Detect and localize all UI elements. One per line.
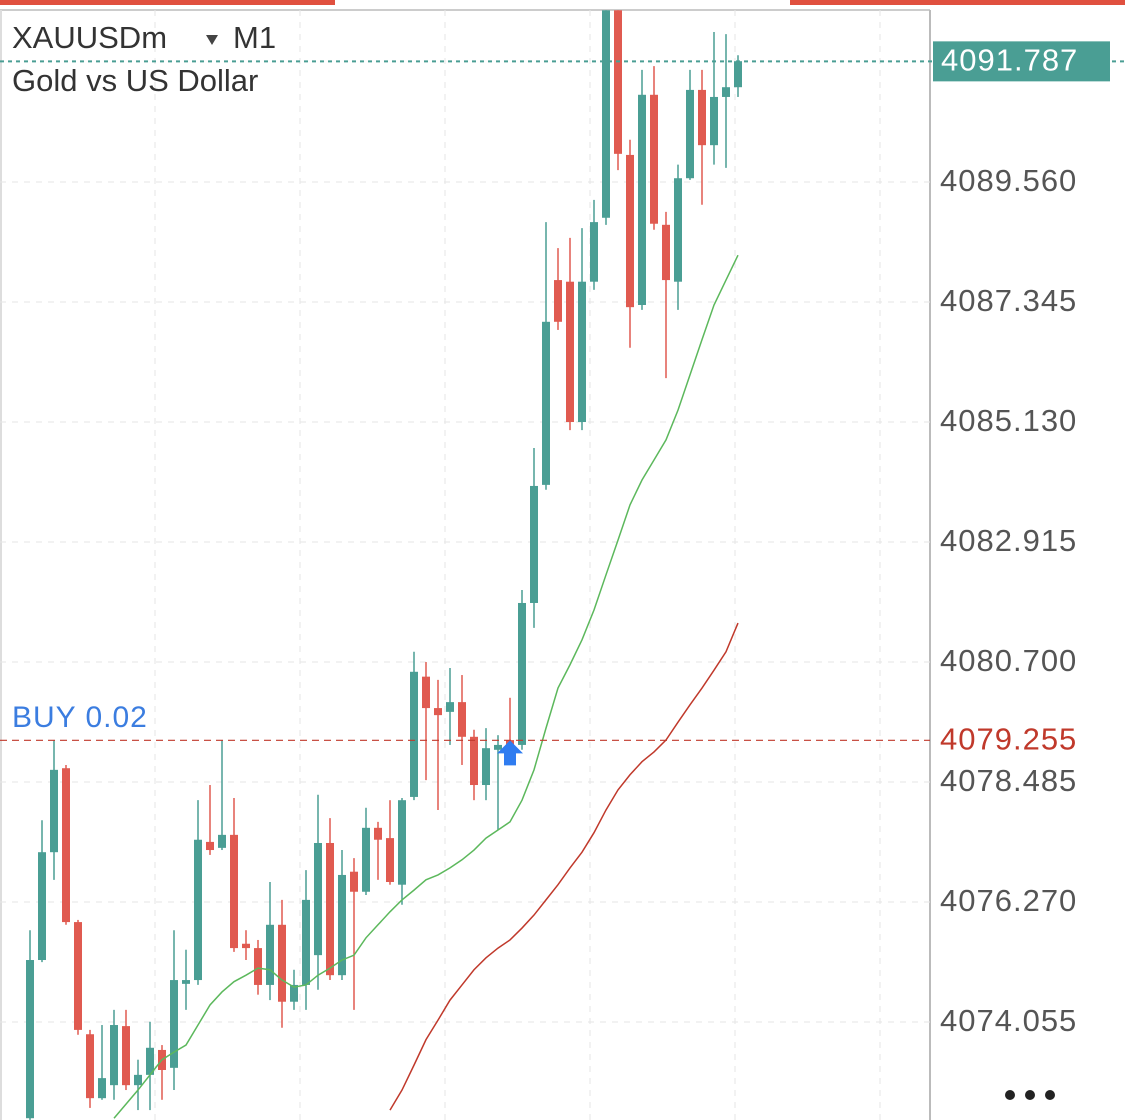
y-tick-label: 4076.270 (940, 883, 1077, 918)
candle-body (602, 10, 610, 218)
candle-body (530, 485, 538, 603)
candle-body (686, 89, 694, 179)
grid: 4089.560 4087.345 4085.130 4082.915 4080.700… (0, 163, 1077, 1038)
dropdown-icon[interactable] (206, 35, 218, 45)
y-tick-label: 4074.055 (940, 1003, 1077, 1038)
candle-body (482, 748, 490, 786)
y-tick-label: 4080.700 (940, 643, 1077, 678)
overlay: 4091.787 4079.255 BUY 0.02 (0, 41, 1125, 766)
plot-area (26, 10, 742, 1120)
y-tick-label: 4087.345 (940, 283, 1077, 318)
candle-body (194, 839, 202, 981)
candle-body (26, 960, 34, 1119)
candle-body (458, 702, 466, 737)
moving-average (113, 254, 739, 1119)
candle-body (38, 852, 46, 961)
candle-body (626, 154, 634, 308)
candle-body (614, 10, 622, 154)
candle-body (554, 280, 562, 322)
candle-body (362, 827, 370, 892)
candle-body (434, 708, 442, 716)
candle-body (50, 769, 58, 853)
candle-body (398, 800, 406, 885)
candle-body (206, 841, 214, 851)
candle-body (182, 980, 190, 984)
candle-body (230, 834, 238, 949)
candle-body (98, 1078, 106, 1099)
chart-title: Gold vs US Dollar (12, 63, 258, 98)
y-tick-label: 4089.560 (940, 163, 1077, 198)
candle-body (350, 871, 358, 892)
candle-body (266, 924, 274, 985)
candle-body (146, 1047, 154, 1075)
candle-body (74, 922, 82, 1030)
candle-body (410, 671, 418, 797)
candle-body (722, 87, 730, 97)
candle-body (386, 838, 394, 882)
candle-body (326, 842, 334, 976)
moving-average (389, 622, 739, 1111)
candle-body (590, 222, 598, 282)
more-menu[interactable] (1005, 1090, 1055, 1100)
candle-body (254, 948, 262, 985)
candle-body (518, 602, 526, 745)
candle-body (566, 281, 574, 423)
candle-body (134, 1074, 142, 1086)
y-tick-label: 4078.485 (940, 763, 1077, 798)
candle-body (314, 842, 322, 956)
top-bar-right (790, 0, 1125, 5)
vertical-grid (154, 10, 881, 1120)
candle-body (674, 178, 682, 282)
candle-body (302, 899, 310, 985)
candle-body (710, 96, 718, 146)
current-price-label: 4091.787 (941, 43, 1078, 78)
candle-body (338, 874, 346, 976)
candle-body (218, 834, 226, 848)
candle-body (110, 1025, 118, 1086)
candle-body (86, 1034, 94, 1099)
candle-body (122, 1026, 130, 1086)
symbol: XAUUSDm (12, 20, 167, 55)
candle-body (542, 321, 550, 485)
y-tick-label: 4082.915 (940, 523, 1077, 558)
top-bar-left (0, 0, 335, 5)
candle-body (638, 94, 646, 305)
candle-body (650, 94, 658, 224)
candle-body (170, 980, 178, 1068)
candle-body (290, 984, 298, 1002)
current-price-box (933, 41, 1110, 82)
candle-body (734, 61, 742, 88)
position-label: BUY 0.02 (12, 701, 148, 734)
candle-body (494, 744, 502, 750)
timeframe[interactable]: M1 (233, 20, 276, 55)
candle-body (62, 768, 70, 923)
candle-body (374, 827, 382, 840)
candle-body (242, 943, 250, 949)
buy-arrow (497, 740, 523, 766)
y-tick-label: 4085.130 (940, 403, 1077, 438)
candle-body (662, 224, 670, 281)
candle-body (422, 676, 430, 709)
candle-body (578, 281, 586, 423)
candle-body (278, 924, 286, 1002)
candle-body (446, 702, 454, 712)
candle-body (470, 736, 478, 786)
position-price-label: 4079.255 (940, 722, 1077, 757)
candle-body (698, 89, 706, 146)
